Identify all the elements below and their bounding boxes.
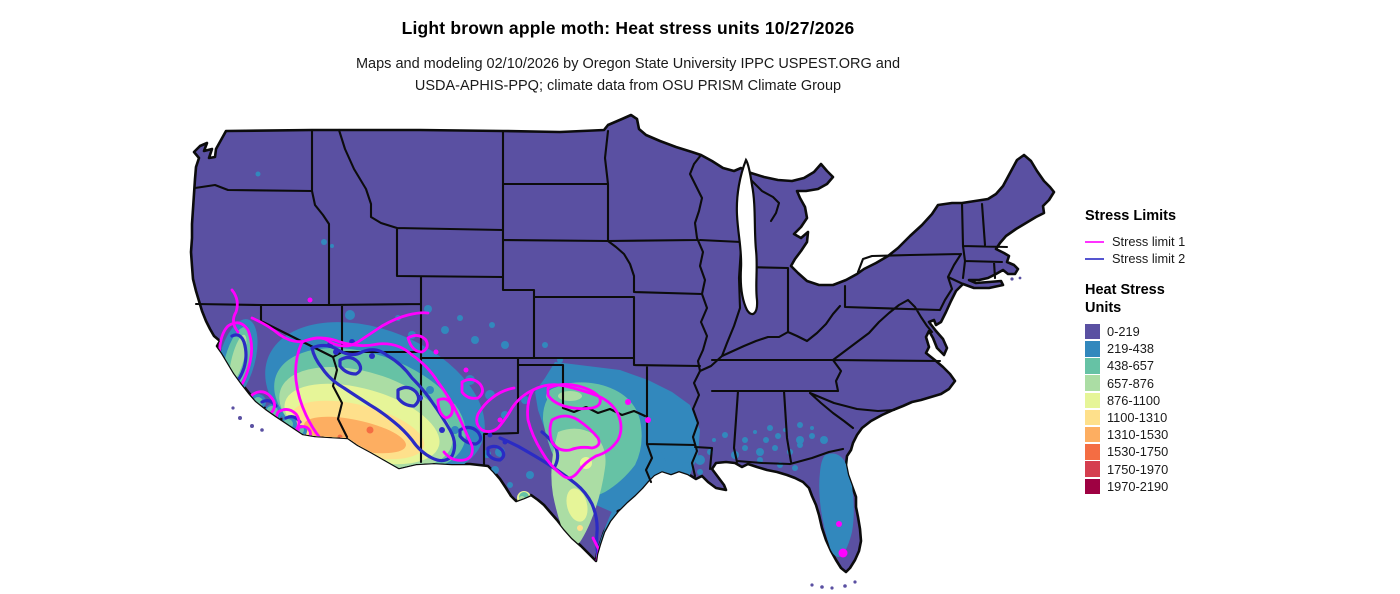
map-svg [189,113,1056,590]
legend-item-heat-7: 1530-1750 [1085,443,1305,460]
heat-swatch-5 [1085,409,1100,426]
header: Light brown apple moth: Heat stress unit… [0,0,1256,97]
heat-swatch-3 [1085,375,1100,391]
legend-item-heat-3: 657-876 [1085,375,1305,392]
stress-limit-1-contours [218,288,848,562]
legend-item-heat-0: 0-219 [1085,323,1305,340]
state-borders [193,128,1009,484]
stress-limit-1-line-swatch [1085,240,1104,243]
legend-item-heat-4: 876-1100 [1085,392,1305,409]
legend-item-heat-2: 438-657 [1085,357,1305,374]
heat-swatch-6 [1085,426,1100,443]
heat-swatch-2 [1085,358,1100,374]
legend-item-heat-5: 1100-1310 [1085,409,1305,426]
heat-swatch-8 [1085,461,1100,477]
us-heat-stress-map [185,113,1065,594]
heat-swatch-7 [1085,444,1100,460]
legend-item-heat-6: 1310-1530 [1085,426,1305,443]
lake-michigan [735,157,759,316]
stress-limit-1-label: Stress limit 1 [1112,234,1186,249]
map-subtitle: Maps and modeling 02/10/2026 by Oregon S… [0,39,1256,97]
legend-item-heat-8: 1750-1970 [1085,461,1305,478]
legend-item-stress-limit-2: Stress limit 2 [1085,250,1305,267]
stress-limit-2-line-swatch [1085,257,1104,260]
heat-swatch-0 [1085,323,1100,340]
legend: Stress Limits Stress limit 1 Stress limi… [1085,207,1305,495]
offshore-islands [231,276,1022,590]
heat-stress-legend-title: Heat Stress Units [1085,282,1165,316]
stress-limits-legend-title: Stress Limits [1085,208,1177,224]
subtitle-line-1: Maps and modeling 02/10/2026 by Oregon S… [355,56,901,72]
subtitle-line-2: USDA-APHIS-PPQ; climate data from OSU PR… [414,78,842,94]
stress-limit-2-label: Stress limit 2 [1112,251,1186,266]
map-title: Light brown apple moth: Heat stress unit… [401,18,855,38]
stress-limit-2-contours [230,333,600,558]
legend-item-heat-9: 1970-2190 [1085,478,1305,495]
heat-swatch-9 [1085,478,1100,495]
legend-item-stress-limit-1: Stress limit 1 [1085,233,1305,250]
heat-stress-raster [216,171,854,560]
heat-swatch-4 [1085,392,1100,409]
legend-item-heat-1: 219-438 [1085,340,1305,357]
heat-swatch-1 [1085,341,1100,357]
